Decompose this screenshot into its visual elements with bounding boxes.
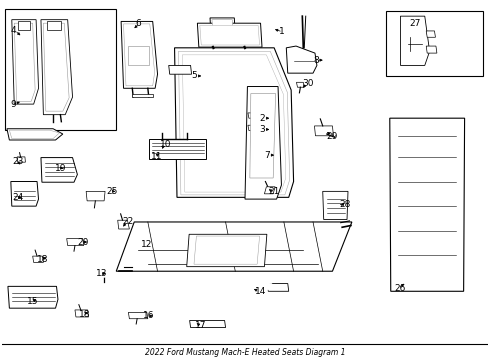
Polygon shape bbox=[149, 139, 206, 159]
Text: 23: 23 bbox=[13, 157, 24, 166]
Polygon shape bbox=[128, 46, 149, 66]
Text: 12: 12 bbox=[141, 240, 152, 249]
Text: 8: 8 bbox=[313, 56, 319, 65]
Polygon shape bbox=[426, 46, 437, 53]
Polygon shape bbox=[323, 192, 348, 220]
Text: 17: 17 bbox=[196, 320, 207, 329]
Polygon shape bbox=[116, 222, 352, 271]
Text: 18: 18 bbox=[37, 255, 49, 264]
Text: 6: 6 bbox=[136, 19, 142, 28]
Polygon shape bbox=[33, 256, 44, 262]
Polygon shape bbox=[210, 18, 235, 36]
Text: 19: 19 bbox=[54, 164, 66, 173]
Polygon shape bbox=[315, 126, 333, 136]
Text: 7: 7 bbox=[265, 150, 270, 159]
Polygon shape bbox=[128, 312, 148, 319]
Polygon shape bbox=[400, 16, 430, 66]
Polygon shape bbox=[41, 158, 77, 182]
Text: 5: 5 bbox=[192, 72, 197, 81]
Polygon shape bbox=[265, 187, 275, 194]
Text: 10: 10 bbox=[160, 140, 172, 149]
Polygon shape bbox=[41, 20, 73, 115]
Text: 13: 13 bbox=[96, 269, 107, 278]
Polygon shape bbox=[286, 46, 317, 73]
Polygon shape bbox=[86, 192, 105, 201]
Polygon shape bbox=[296, 82, 304, 87]
Polygon shape bbox=[14, 23, 35, 101]
Polygon shape bbox=[7, 129, 63, 140]
Polygon shape bbox=[182, 55, 286, 192]
Polygon shape bbox=[132, 94, 153, 97]
Text: 15: 15 bbox=[27, 297, 39, 306]
Polygon shape bbox=[426, 31, 436, 37]
Circle shape bbox=[99, 270, 109, 277]
Polygon shape bbox=[47, 22, 61, 30]
Polygon shape bbox=[248, 125, 254, 130]
Text: 9: 9 bbox=[11, 100, 17, 109]
Text: 26: 26 bbox=[394, 284, 406, 293]
Polygon shape bbox=[8, 286, 58, 308]
Text: 28: 28 bbox=[340, 200, 351, 209]
Text: 22: 22 bbox=[122, 217, 134, 226]
Polygon shape bbox=[212, 20, 233, 34]
Text: 2: 2 bbox=[260, 114, 265, 123]
Text: 25: 25 bbox=[106, 187, 118, 196]
Text: 16: 16 bbox=[143, 311, 154, 320]
Polygon shape bbox=[121, 22, 158, 88]
Polygon shape bbox=[44, 23, 69, 111]
Text: 20: 20 bbox=[77, 238, 89, 247]
Polygon shape bbox=[248, 113, 254, 118]
Polygon shape bbox=[174, 48, 294, 197]
Polygon shape bbox=[268, 284, 289, 291]
FancyBboxPatch shape bbox=[386, 11, 483, 76]
Circle shape bbox=[412, 265, 423, 274]
Polygon shape bbox=[17, 157, 25, 162]
Text: 29: 29 bbox=[327, 132, 338, 141]
Polygon shape bbox=[9, 130, 59, 139]
Polygon shape bbox=[194, 236, 260, 264]
Polygon shape bbox=[178, 51, 290, 195]
Polygon shape bbox=[12, 20, 39, 104]
Text: 1: 1 bbox=[279, 27, 285, 36]
Polygon shape bbox=[245, 86, 281, 199]
Text: 27: 27 bbox=[409, 19, 420, 28]
Text: 3: 3 bbox=[260, 125, 265, 134]
Polygon shape bbox=[67, 239, 84, 246]
Text: 2022 Ford Mustang Mach-E Heated Seats Diagram 1: 2022 Ford Mustang Mach-E Heated Seats Di… bbox=[145, 347, 345, 356]
FancyBboxPatch shape bbox=[4, 9, 116, 130]
Circle shape bbox=[431, 265, 443, 274]
Polygon shape bbox=[169, 66, 192, 74]
Polygon shape bbox=[250, 94, 275, 178]
Polygon shape bbox=[390, 118, 465, 291]
Circle shape bbox=[264, 283, 273, 290]
Text: 18: 18 bbox=[79, 310, 90, 319]
Polygon shape bbox=[75, 310, 89, 317]
Polygon shape bbox=[123, 24, 155, 86]
Polygon shape bbox=[197, 23, 262, 47]
Text: 24: 24 bbox=[13, 193, 24, 202]
Polygon shape bbox=[18, 22, 30, 30]
Polygon shape bbox=[118, 220, 129, 229]
Text: 14: 14 bbox=[255, 287, 266, 296]
Polygon shape bbox=[11, 181, 39, 206]
Text: 30: 30 bbox=[302, 79, 314, 88]
Polygon shape bbox=[190, 320, 225, 328]
Polygon shape bbox=[200, 25, 260, 45]
Text: 4: 4 bbox=[11, 26, 17, 35]
Polygon shape bbox=[187, 234, 267, 267]
Text: 21: 21 bbox=[269, 187, 280, 196]
Text: 11: 11 bbox=[151, 152, 163, 161]
